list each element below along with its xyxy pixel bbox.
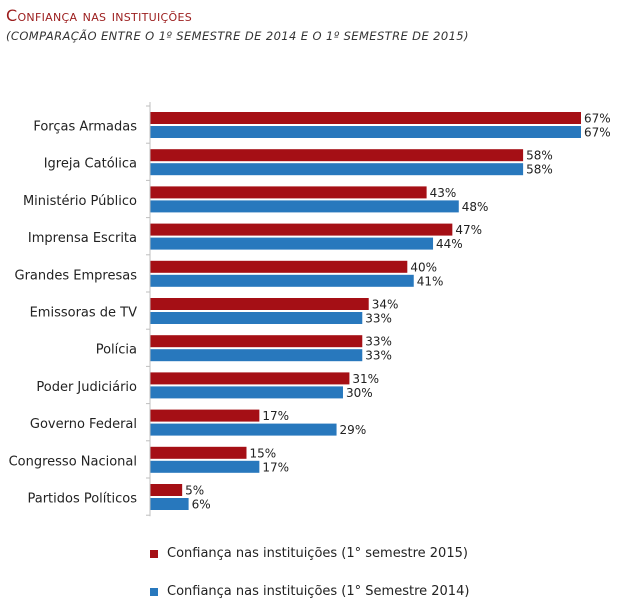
data-label-2015-congresso-nacional: 15%	[249, 446, 276, 460]
legend-item-2015: Confiança nas instituições (1° semestre …	[150, 546, 468, 561]
data-label-2014-grandes-empresas: 41%	[417, 274, 444, 288]
legend-swatch-2015	[150, 549, 158, 558]
bar-2015-igreja-catolica	[150, 149, 524, 162]
legend-swatch-2014	[150, 587, 158, 596]
category-label-congresso-nacional: Congresso Nacional	[9, 454, 137, 469]
bar-2014-ministerio-publico	[150, 200, 459, 213]
data-label-2014-imprensa-escrita: 44%	[436, 237, 463, 251]
bar-2014-congresso-nacional	[150, 460, 260, 473]
legend-item-2014: Confiança nas instituições (1° Semestre …	[150, 584, 469, 599]
legend-label-2014: Confiança nas instituições (1° Semestre …	[167, 584, 470, 599]
bar-2014-grandes-empresas	[150, 274, 414, 287]
data-label-2015-grandes-empresas: 40%	[410, 260, 437, 274]
data-label-2014-governo-federal: 29%	[340, 423, 367, 437]
category-label-governo-federal: Governo Federal	[30, 417, 137, 432]
data-label-2014-congresso-nacional: 17%	[262, 460, 289, 474]
data-label-2015-ministerio-publico: 43%	[430, 186, 457, 200]
bar-2014-poder-judiciario	[150, 386, 343, 399]
bar-2015-poder-judiciario	[150, 372, 350, 385]
data-label-2015-igreja-catolica: 58%	[526, 149, 553, 163]
bar-2015-forcas-armadas	[150, 112, 581, 124]
bar-2014-forcas-armadas	[150, 126, 581, 138]
data-label-2015-forcas-armadas: 67%	[584, 112, 611, 126]
bar-2014-emissoras-de-tv	[150, 312, 363, 324]
category-label-ministerio-publico: Ministério Público	[23, 194, 137, 209]
data-label-2015-governo-federal: 17%	[262, 409, 289, 423]
legend-label-2015: Confiança nas instituições (1° semestre …	[167, 546, 468, 561]
chart-subtitle: (COMPARAÇÃO ENTRE O 1º SEMESTRE DE 2014 …	[6, 29, 469, 43]
bar-2015-imprensa-escrita	[150, 223, 453, 236]
category-label-imprensa-escrita: Imprensa Escrita	[28, 231, 137, 246]
bar-2014-igreja-catolica	[150, 163, 524, 176]
bar-2014-partidos-politicos	[150, 498, 189, 510]
data-label-2014-poder-judiciario: 30%	[346, 386, 373, 400]
data-label-2014-forcas-armadas: 67%	[584, 126, 611, 140]
bar-2015-grandes-empresas	[150, 260, 408, 273]
data-label-2014-policia: 33%	[365, 349, 392, 363]
data-label-2015-imprensa-escrita: 47%	[455, 223, 482, 237]
category-label-emissoras-de-tv: Emissoras de TV	[30, 306, 138, 321]
data-label-2015-partidos-politicos: 5%	[185, 484, 204, 498]
category-label-forcas-armadas: Forças Armadas	[33, 120, 137, 135]
data-label-2014-igreja-catolica: 58%	[526, 163, 553, 177]
data-label-2015-poder-judiciario: 31%	[352, 372, 379, 386]
bar-2014-policia	[150, 349, 363, 362]
category-label-poder-judiciario: Poder Judiciário	[36, 380, 137, 395]
bar-2015-partidos-politicos	[150, 484, 183, 496]
category-label-policia: Polícia	[96, 343, 137, 358]
bar-2015-emissoras-de-tv	[150, 298, 369, 310]
data-label-2014-partidos-politicos: 6%	[192, 498, 211, 512]
data-label-2015-policia: 33%	[365, 335, 392, 349]
chart-title: Confiança nas instituições	[6, 6, 193, 25]
bar-2015-governo-federal	[150, 409, 260, 422]
category-label-igreja-catolica: Igreja Católica	[44, 157, 137, 172]
category-label-grandes-empresas: Grandes Empresas	[15, 268, 138, 283]
data-label-2014-ministerio-publico: 48%	[462, 200, 489, 214]
bar-2015-ministerio-publico	[150, 186, 427, 199]
bar-2014-governo-federal	[150, 423, 337, 436]
bar-2015-congresso-nacional	[150, 446, 247, 459]
bar-2014-imprensa-escrita	[150, 237, 434, 250]
data-label-2015-emissoras-de-tv: 34%	[372, 298, 399, 312]
bar-2015-policia	[150, 335, 363, 348]
data-label-2014-emissoras-de-tv: 33%	[365, 312, 392, 326]
category-label-partidos-politicos: Partidos Políticos	[27, 492, 137, 507]
